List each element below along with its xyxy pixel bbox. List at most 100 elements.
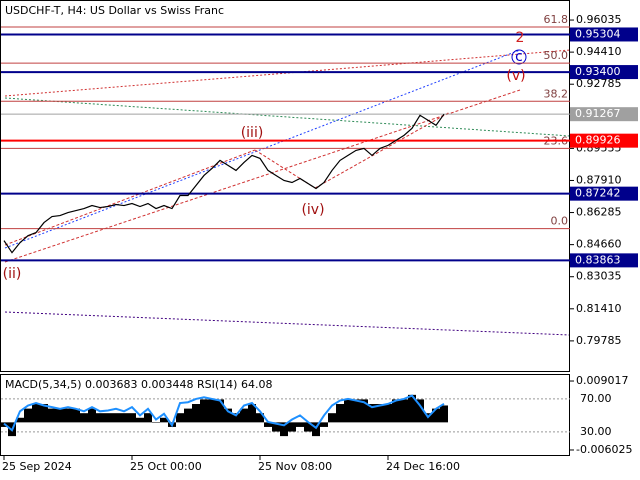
macd-bar xyxy=(280,422,288,437)
wave-label: (v) xyxy=(506,68,525,84)
macd-bar xyxy=(240,408,248,423)
level-box xyxy=(570,65,638,80)
macd-bar xyxy=(232,413,240,423)
macd-bar xyxy=(176,413,184,423)
macd-bar xyxy=(96,413,104,423)
macd-bar xyxy=(56,408,64,423)
wave-label: (iv) xyxy=(301,202,324,218)
macd-bar xyxy=(216,399,224,423)
x-tick-label: 25 Nov 08:00 xyxy=(258,460,332,473)
macd-bar xyxy=(80,413,88,423)
y-tick-label: 0.81410 xyxy=(576,302,622,315)
fib-label: 50.0 xyxy=(544,49,569,62)
macd-bar xyxy=(352,399,360,423)
macd-bar xyxy=(88,408,96,423)
macd-bar xyxy=(160,417,168,423)
macd-bar xyxy=(320,422,328,427)
macd-bar xyxy=(136,417,144,423)
macd-bar xyxy=(128,413,136,423)
macd-bar xyxy=(400,399,408,423)
wave-label: (iii) xyxy=(241,125,264,141)
level-box xyxy=(570,27,638,42)
macd-bar xyxy=(248,404,256,423)
macd-bar xyxy=(368,404,376,423)
macd-bar xyxy=(208,399,216,423)
macd-bar xyxy=(72,408,80,423)
macd-bar xyxy=(440,405,448,423)
sub-frame xyxy=(0,374,570,456)
wave-line xyxy=(254,149,316,189)
channel-line xyxy=(4,49,571,97)
y-tick-label: 0.86285 xyxy=(576,206,622,219)
wave-label: (ii) xyxy=(3,266,22,282)
y-tick-label: 0.83035 xyxy=(576,270,622,283)
y-tick-label: 0.87910 xyxy=(576,173,622,186)
macd-bar xyxy=(256,413,264,423)
chart-title: USDCHF-T, H4: US Dollar vs Swiss Franc xyxy=(5,4,224,17)
macd-bar xyxy=(384,404,392,423)
indicator-title: MACD(5,34,5) 0.003683 0.003448 RSI(14) 6… xyxy=(5,378,272,391)
level-label: 0.89926 xyxy=(575,134,621,147)
macd-bar xyxy=(344,399,352,423)
macd-bar xyxy=(184,408,192,423)
macd-bar xyxy=(144,413,152,423)
level-box xyxy=(570,186,638,201)
macd-bar xyxy=(360,399,368,423)
macd-bar xyxy=(32,404,40,423)
y-tick-label: 0.96035 xyxy=(576,13,622,26)
level-box xyxy=(570,107,638,122)
macd-bar xyxy=(432,408,440,423)
macd-bar xyxy=(304,422,312,432)
level-label: 0.93400 xyxy=(575,65,621,78)
macd-bar xyxy=(312,422,320,437)
fib-label: 61.8 xyxy=(544,13,569,26)
wave-label: 2 xyxy=(516,30,525,46)
y-tick-label: 0.94410 xyxy=(576,45,622,58)
macd-bar xyxy=(200,399,208,423)
level-label: 0.87242 xyxy=(575,187,621,200)
level-label: 0.95304 xyxy=(575,27,621,40)
y-tick-label: 0.009017 xyxy=(576,374,629,387)
macd-bar xyxy=(16,417,24,423)
channel-line xyxy=(4,89,521,263)
macd-bar xyxy=(152,422,160,423)
wave-line xyxy=(314,111,451,189)
macd-bar xyxy=(336,404,344,423)
macd-bar xyxy=(296,422,304,427)
y-tick-label: -0.006025 xyxy=(576,443,632,456)
x-tick-label: 25 Oct 00:00 xyxy=(130,460,202,473)
y2-tick-label: 30.00 xyxy=(580,425,612,438)
macd-bar xyxy=(328,413,336,423)
macd-bar xyxy=(48,408,56,423)
macd-bar xyxy=(272,422,280,432)
y-tick-label: 0.79785 xyxy=(576,334,622,347)
macd-bar xyxy=(392,399,400,423)
macd-bar xyxy=(120,413,128,423)
macd-bar xyxy=(192,404,200,423)
price-line xyxy=(3,113,445,254)
level-box xyxy=(570,133,638,148)
macd-bar xyxy=(288,422,296,432)
fib-label: 38.2 xyxy=(544,87,569,100)
macd-bar xyxy=(64,408,72,423)
main-frame xyxy=(0,0,570,372)
wave-label: c xyxy=(515,49,523,65)
macd-bar xyxy=(112,413,120,423)
macd-bar xyxy=(24,408,32,423)
x-tick-label: 25 Sep 2024 xyxy=(2,460,72,473)
wave-circle xyxy=(511,49,527,65)
macd-bar xyxy=(264,422,272,427)
y2-tick-label: 70.00 xyxy=(580,392,612,405)
macd-bar xyxy=(40,404,48,423)
wave-line xyxy=(4,149,256,246)
y-tick-label: 0.84660 xyxy=(576,238,622,251)
fib-label: 0.0 xyxy=(551,215,569,228)
macd-bar xyxy=(104,413,112,423)
macd-bar xyxy=(416,399,424,423)
macd-bar xyxy=(376,404,384,423)
rsi-line xyxy=(3,394,445,432)
y-tick-label: 0.92785 xyxy=(576,77,622,90)
level-label: 0.91267 xyxy=(575,107,621,120)
